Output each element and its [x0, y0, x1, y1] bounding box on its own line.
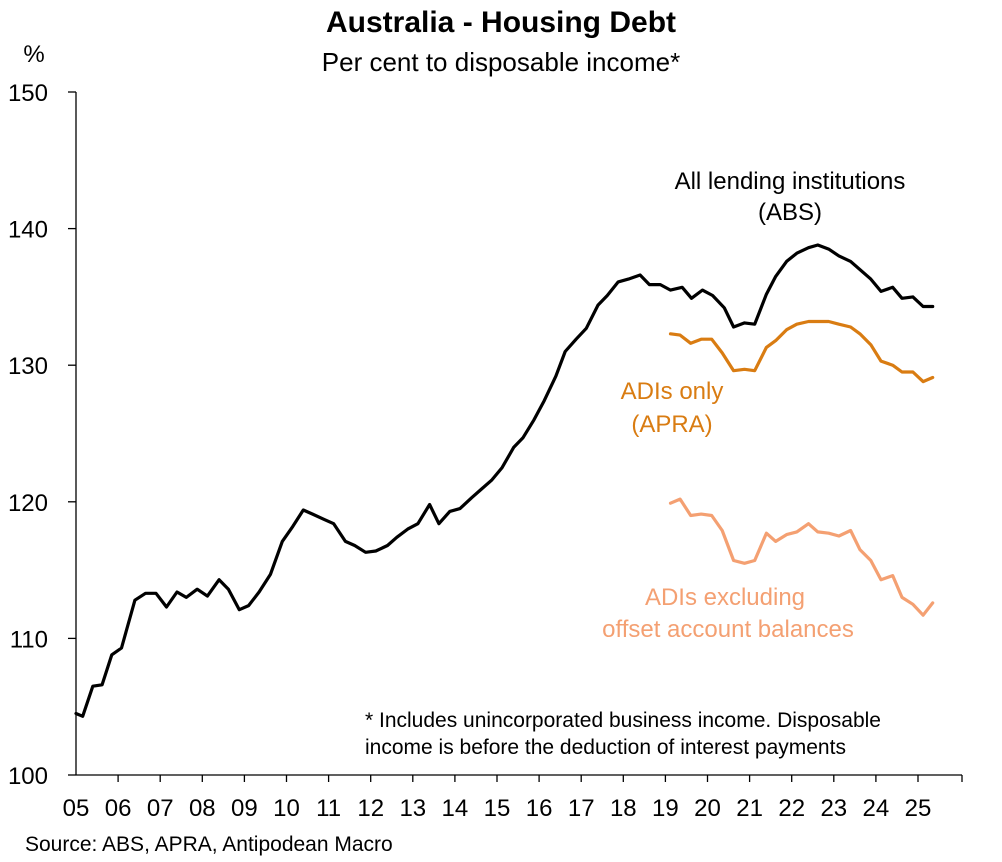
label-adis-only-line1: ADIs only — [621, 378, 724, 405]
label-all-lending-line2: (ABS) — [758, 199, 822, 226]
x-tick-label: 14 — [442, 795, 469, 822]
label-adis-excl-offset-line2: offset account balances — [602, 616, 854, 643]
x-tick-label: 07 — [147, 795, 174, 822]
y-tick-label: 120 — [8, 490, 48, 517]
x-tick-label: 16 — [526, 795, 553, 822]
y-axis-ticks: 100 110 120 130 140 150 — [8, 80, 76, 790]
footnote-line2: income is before the deduction of intere… — [365, 736, 846, 759]
x-tick-label: 20 — [694, 795, 721, 822]
axes — [75, 92, 962, 776]
x-tick-label: 19 — [652, 795, 679, 822]
series-line-2 — [668, 497, 935, 617]
x-tick-label: 22 — [778, 795, 805, 822]
label-adis-excl-offset-line1: ADIs excluding — [645, 584, 805, 611]
x-tick-label: 10 — [273, 795, 300, 822]
chart-title: Australia - Housing Debt — [326, 6, 676, 39]
x-tick-label: 09 — [231, 795, 258, 822]
y-tick-label: 140 — [8, 217, 48, 244]
x-tick-label: 25 — [905, 795, 932, 822]
x-tick-label: 12 — [357, 795, 384, 822]
series-line-1 — [668, 319, 935, 384]
y-axis-unit-label: % — [23, 41, 44, 68]
series-line-0 — [74, 243, 935, 718]
x-tick-label: 06 — [105, 795, 132, 822]
x-tick-label: 24 — [863, 795, 890, 822]
x-axis-ticks: 05 06 07 08 09 10 11 12 13 14 15 16 17 18 19 20 21 22 23 24… — [63, 775, 963, 822]
x-tick-label: 11 — [316, 795, 341, 822]
x-tick-label: 05 — [63, 795, 90, 822]
y-tick-label: 110 — [10, 626, 48, 653]
x-tick-label: 21 — [736, 795, 763, 822]
x-tick-label: 15 — [484, 795, 511, 822]
x-tick-label: 18 — [610, 795, 637, 822]
footnote-line1: * Includes unincorporated business incom… — [365, 709, 881, 732]
y-tick-label: 100 — [8, 763, 48, 790]
series-lines — [74, 243, 935, 718]
label-all-lending-line1: All lending institutions — [675, 168, 906, 195]
chart-subtitle: Per cent to disposable income* — [322, 47, 680, 77]
y-tick-label: 130 — [8, 353, 48, 380]
x-tick-label: 13 — [399, 795, 426, 822]
x-tick-label: 08 — [189, 795, 216, 822]
source-note: Source: ABS, APRA, Antipodean Macro — [25, 833, 393, 856]
x-tick-label: 23 — [820, 795, 847, 822]
label-adis-only-line2: (APRA) — [631, 411, 712, 438]
y-tick-label: 150 — [8, 80, 48, 107]
x-tick-label: 17 — [568, 795, 595, 822]
